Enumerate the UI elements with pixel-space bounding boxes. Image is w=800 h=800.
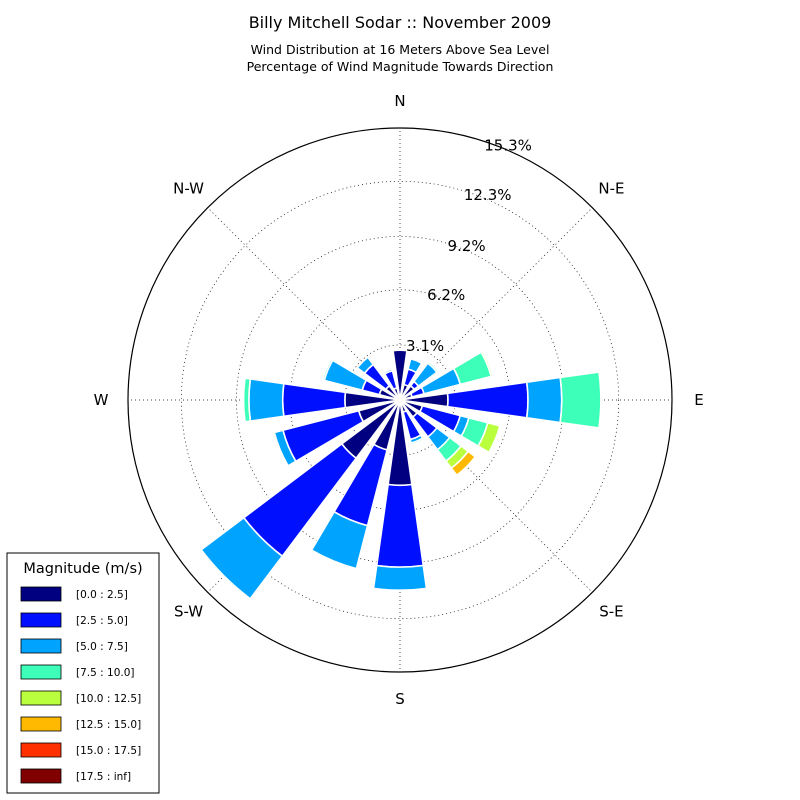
direction-label-n: N bbox=[394, 92, 405, 110]
ring-label-5: 15.3% bbox=[484, 137, 532, 155]
grid-spoke bbox=[399, 399, 593, 593]
legend-label-4: [7.5 : 10.0] bbox=[76, 667, 134, 679]
ring-label-2: 6.2% bbox=[427, 286, 465, 304]
wind-sector-180-bin-3 bbox=[372, 564, 428, 591]
wind-sector-270-bin-2 bbox=[281, 382, 347, 418]
legend-label-3: [5.0 : 7.5] bbox=[76, 641, 128, 653]
wind-sector-180-bin-2 bbox=[375, 483, 425, 568]
grid-ring-4 bbox=[180, 180, 620, 620]
grid-spoke bbox=[207, 207, 401, 401]
chart-subtitle-line-1: Wind Distribution at 16 Meters Above Sea… bbox=[251, 42, 550, 57]
wind-sector-22_5-bin-3 bbox=[407, 357, 423, 374]
legend-swatch-8 bbox=[20, 768, 62, 784]
legend: Magnitude (m/s) [0.0 : 2.5] [2.5 : 5.0] [5… bbox=[6, 552, 160, 794]
wind-sector-247_5-bin-3 bbox=[273, 429, 297, 467]
legend-label-8: [17.5 : inf] bbox=[76, 771, 131, 783]
legend-swatch-3 bbox=[20, 638, 62, 654]
wind-sector-0-bin-1 bbox=[392, 349, 408, 401]
wind-sector-270-bin-3 bbox=[248, 378, 285, 422]
legend-label-7: [15.0 : 17.5] bbox=[76, 745, 141, 757]
wind-sector-292_5-bin-4 bbox=[321, 358, 334, 382]
wind-sector-157_5-bin-4 bbox=[410, 437, 425, 446]
direction-label-s-w: S-W bbox=[174, 602, 203, 620]
wind-sector-45-bin-4 bbox=[426, 360, 440, 374]
legend-label-1: [0.0 : 2.5] bbox=[76, 589, 128, 601]
direction-label-s: S bbox=[395, 690, 405, 708]
ring-label-3: 9.2% bbox=[448, 237, 486, 255]
legend-title: Magnitude (m/s) bbox=[23, 561, 142, 577]
legend-label-5: [10.0 : 12.5] bbox=[76, 693, 141, 705]
wind-sector-315-bin-3 bbox=[356, 356, 375, 375]
wind-sectors bbox=[200, 349, 602, 600]
grid-spoke bbox=[399, 207, 593, 401]
legend-label-2: [2.5 : 5.0] bbox=[76, 615, 128, 627]
legend-label-6: [12.5 : 15.0] bbox=[76, 719, 141, 731]
direction-label-n-w: N-W bbox=[173, 180, 204, 198]
legend-swatch-5 bbox=[20, 690, 62, 706]
wind-sector-202_5-bin-3 bbox=[310, 510, 369, 570]
legend-swatch-4 bbox=[20, 664, 62, 680]
wind-sector-67_5-bin-5 bbox=[480, 350, 494, 378]
direction-label-e: E bbox=[694, 391, 703, 409]
chart-title: Billy Mitchell Sodar :: November 2009 bbox=[249, 13, 552, 32]
direction-label-s-e: S-E bbox=[599, 602, 623, 620]
ring-label-1: 3.1% bbox=[406, 337, 444, 355]
direction-label-n-e: N-E bbox=[598, 180, 624, 198]
legend-swatch-6 bbox=[20, 716, 62, 732]
wind-sector-337_5-bin-3 bbox=[382, 368, 394, 376]
wind-sector-270-bin-4 bbox=[242, 377, 252, 423]
legend-swatch-2 bbox=[20, 612, 62, 628]
wind-sector-112_5-bin-5 bbox=[477, 421, 501, 454]
chart-subtitle-line-2: Percentage of Wind Magnitude Towards Dir… bbox=[247, 59, 554, 74]
wind-sector-135-bin-6 bbox=[450, 450, 477, 477]
wind-sector-90-bin-2 bbox=[446, 381, 529, 419]
wind-sector-90-bin-3 bbox=[525, 376, 563, 424]
outer-frame-circle bbox=[127, 127, 673, 673]
direction-label-w: W bbox=[94, 391, 109, 409]
legend-swatch-1 bbox=[20, 586, 62, 602]
axis-labels: N N-E E S-E S S-W W N-W 3.1% 6.2% 9.2% 12.3% 15.3% bbox=[94, 92, 704, 708]
legend-swatch-7 bbox=[20, 742, 62, 758]
wind-sector-90-bin-4 bbox=[559, 371, 602, 429]
ring-label-4: 12.3% bbox=[464, 186, 512, 204]
wind-sector-225-bin-3 bbox=[200, 516, 284, 600]
